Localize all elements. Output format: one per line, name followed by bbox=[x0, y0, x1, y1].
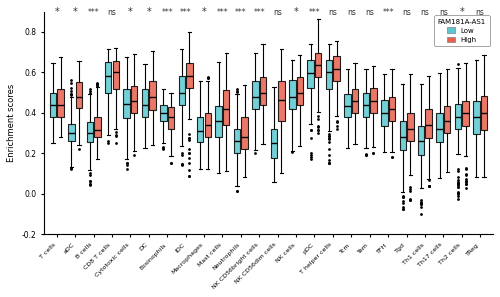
Text: ***: *** bbox=[308, 8, 320, 17]
PathPatch shape bbox=[124, 89, 130, 118]
Text: *: * bbox=[146, 7, 151, 17]
Text: ns: ns bbox=[108, 8, 116, 17]
Legend: Low, High: Low, High bbox=[434, 15, 490, 46]
Text: ***: *** bbox=[382, 8, 394, 17]
PathPatch shape bbox=[234, 129, 240, 153]
PathPatch shape bbox=[381, 100, 388, 126]
Text: ***: *** bbox=[216, 8, 228, 17]
PathPatch shape bbox=[455, 104, 461, 129]
PathPatch shape bbox=[344, 94, 351, 116]
PathPatch shape bbox=[326, 61, 332, 89]
PathPatch shape bbox=[444, 105, 450, 133]
Text: ns: ns bbox=[347, 8, 356, 17]
Text: *: * bbox=[54, 7, 59, 17]
PathPatch shape bbox=[334, 56, 340, 81]
PathPatch shape bbox=[150, 81, 156, 110]
PathPatch shape bbox=[112, 61, 119, 89]
Text: ***: *** bbox=[162, 8, 173, 17]
PathPatch shape bbox=[436, 113, 443, 142]
Text: ns: ns bbox=[402, 8, 411, 17]
PathPatch shape bbox=[68, 124, 74, 141]
Text: ns: ns bbox=[420, 8, 430, 17]
Text: *: * bbox=[202, 7, 206, 17]
PathPatch shape bbox=[308, 60, 314, 88]
PathPatch shape bbox=[168, 107, 174, 129]
Text: *: * bbox=[294, 7, 298, 17]
Text: ***: *** bbox=[254, 8, 265, 17]
PathPatch shape bbox=[278, 81, 284, 121]
Text: *: * bbox=[128, 7, 133, 17]
PathPatch shape bbox=[105, 62, 112, 93]
PathPatch shape bbox=[50, 93, 56, 117]
PathPatch shape bbox=[76, 82, 82, 108]
PathPatch shape bbox=[252, 81, 258, 109]
PathPatch shape bbox=[223, 90, 230, 125]
PathPatch shape bbox=[142, 89, 148, 117]
PathPatch shape bbox=[480, 96, 487, 130]
PathPatch shape bbox=[242, 117, 248, 149]
Text: ***: *** bbox=[180, 8, 192, 17]
PathPatch shape bbox=[186, 63, 192, 89]
PathPatch shape bbox=[296, 77, 303, 105]
PathPatch shape bbox=[58, 89, 64, 117]
PathPatch shape bbox=[204, 113, 211, 137]
PathPatch shape bbox=[315, 53, 322, 77]
PathPatch shape bbox=[352, 89, 358, 113]
PathPatch shape bbox=[260, 77, 266, 105]
PathPatch shape bbox=[362, 93, 369, 116]
Text: ns: ns bbox=[439, 8, 448, 17]
PathPatch shape bbox=[86, 122, 93, 142]
Text: ns: ns bbox=[476, 8, 484, 17]
Text: ***: *** bbox=[235, 8, 246, 17]
Y-axis label: Enrichment scores: Enrichment scores bbox=[7, 84, 16, 162]
PathPatch shape bbox=[160, 105, 166, 121]
PathPatch shape bbox=[178, 76, 185, 105]
PathPatch shape bbox=[94, 117, 100, 137]
PathPatch shape bbox=[418, 126, 424, 155]
PathPatch shape bbox=[388, 97, 395, 121]
Text: ns: ns bbox=[328, 8, 338, 17]
PathPatch shape bbox=[473, 101, 480, 134]
PathPatch shape bbox=[400, 121, 406, 150]
PathPatch shape bbox=[370, 88, 376, 113]
PathPatch shape bbox=[131, 86, 138, 113]
PathPatch shape bbox=[216, 106, 222, 137]
Text: *: * bbox=[73, 7, 78, 17]
Text: ns: ns bbox=[273, 8, 282, 17]
Text: ns: ns bbox=[366, 8, 374, 17]
PathPatch shape bbox=[289, 80, 296, 108]
PathPatch shape bbox=[462, 101, 469, 126]
PathPatch shape bbox=[407, 113, 414, 141]
PathPatch shape bbox=[270, 129, 277, 158]
PathPatch shape bbox=[197, 117, 203, 143]
PathPatch shape bbox=[426, 109, 432, 138]
Text: *: * bbox=[460, 7, 464, 17]
Text: ***: *** bbox=[88, 8, 100, 17]
